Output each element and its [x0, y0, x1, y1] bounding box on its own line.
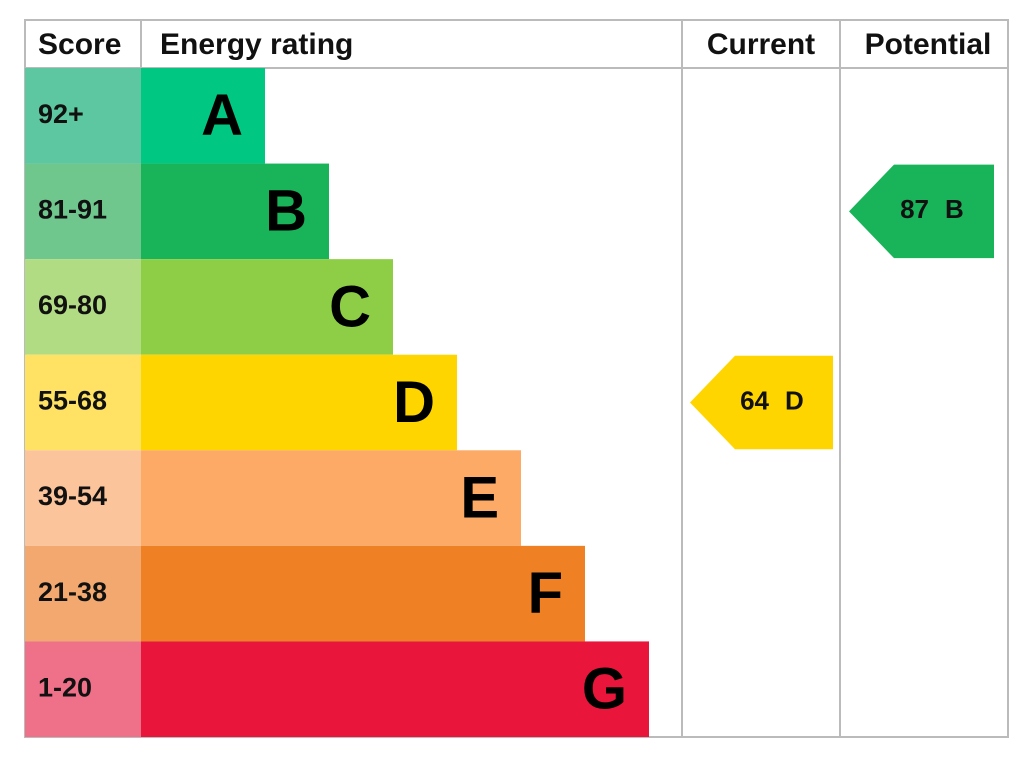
potential-score: 87 [900, 194, 929, 224]
score-label: 81-91 [38, 194, 107, 224]
band-bar [141, 545, 585, 642]
band-letter: C [329, 274, 371, 339]
score-cell [25, 354, 141, 451]
band-letter: A [201, 83, 243, 148]
score-label: 1-20 [38, 672, 92, 702]
band-letter: D [393, 370, 435, 435]
potential-letter: B [945, 194, 964, 224]
score-cell [25, 68, 141, 164]
score-label: 69-80 [38, 290, 107, 320]
score-cell [25, 450, 141, 546]
score-cell [25, 259, 141, 355]
band-bar [141, 163, 329, 260]
score-label: 39-54 [38, 481, 107, 511]
score-cell [25, 545, 141, 642]
header: Score [38, 28, 121, 61]
band-letter: G [582, 657, 627, 722]
band-bar [141, 641, 649, 737]
current-score: 64 [740, 385, 769, 415]
score-cell [25, 163, 141, 260]
current-arrow [690, 355, 833, 450]
score-cell [25, 641, 141, 737]
score-label: 21-38 [38, 577, 107, 607]
band-bar [141, 450, 521, 546]
band-letter: F [528, 561, 563, 626]
header: Energy rating [160, 28, 353, 61]
band-bar [141, 354, 457, 451]
current-letter: D [785, 385, 804, 415]
score-label: 92+ [38, 99, 84, 129]
header: Potential [865, 28, 992, 61]
band-letter: E [460, 465, 499, 530]
band-bar [141, 68, 265, 164]
potential-arrow [849, 164, 994, 259]
score-label: 55-68 [38, 386, 107, 416]
band-letter: B [265, 179, 307, 244]
band-bar [141, 259, 393, 355]
header: Current [707, 28, 815, 61]
